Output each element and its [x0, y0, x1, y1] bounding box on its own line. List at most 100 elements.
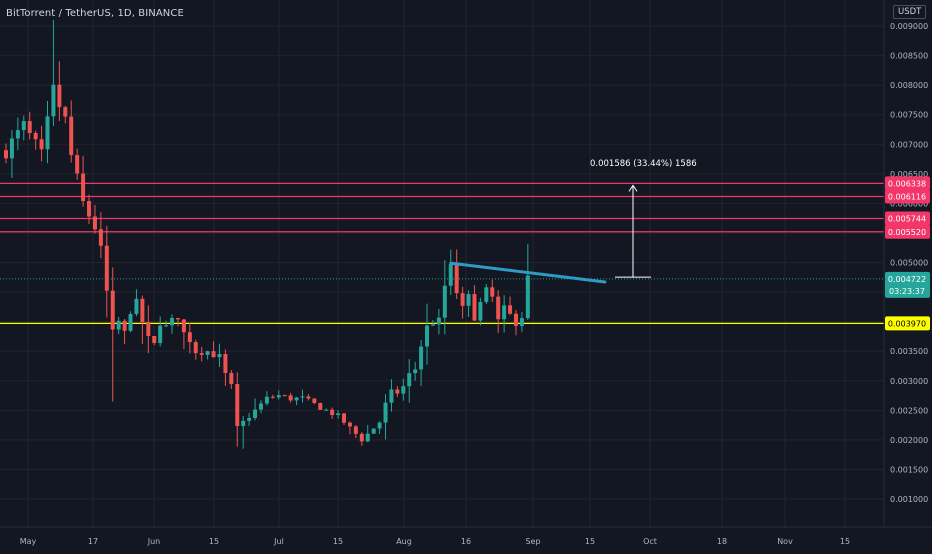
- candle-body: [170, 318, 175, 326]
- candle-body: [460, 293, 465, 306]
- price-tick-label: 0.003000: [890, 377, 928, 386]
- candle-body: [383, 402, 388, 423]
- candle-body: [519, 318, 524, 326]
- last-price-badge: [885, 271, 930, 298]
- currency-badge[interactable]: USDT: [893, 5, 927, 19]
- price-tick-label: 0.007500: [890, 111, 928, 120]
- candle-body: [104, 245, 109, 291]
- price-tick-label: 0.008000: [890, 81, 928, 90]
- candle-body: [152, 335, 157, 344]
- price-level-badge: [885, 316, 930, 331]
- price-tick-label: 0.008500: [890, 52, 928, 61]
- candle-body: [472, 294, 477, 321]
- candle-body: [87, 201, 92, 217]
- candle-body: [448, 264, 453, 286]
- candle-body: [199, 353, 204, 355]
- time-tick-label: 18: [717, 537, 727, 546]
- candle-body: [478, 301, 483, 321]
- candle-body: [229, 372, 234, 385]
- candle-body: [175, 318, 180, 320]
- horizontal-levels: [0, 182, 884, 324]
- candle-body: [110, 290, 115, 330]
- time-tick-label: Oct: [643, 537, 657, 546]
- measure-label: 0.001586 (33.44%) 1586: [590, 159, 697, 169]
- candle-body: [442, 285, 447, 318]
- countdown-label: 03:23:37: [889, 287, 925, 296]
- candle-body: [9, 138, 14, 159]
- candle-body: [223, 354, 228, 373]
- grid-layer: [0, 0, 884, 527]
- time-tick-label: 15: [840, 537, 850, 546]
- time-tick-label: Jun: [147, 537, 161, 546]
- price-level-badge: [885, 224, 930, 239]
- candle-body: [377, 422, 382, 429]
- candle-body: [490, 287, 495, 297]
- candle-body: [92, 216, 97, 230]
- candle-body: [502, 305, 507, 320]
- candle-body: [116, 320, 121, 330]
- candle-body: [413, 369, 418, 374]
- price-level-badge: [885, 176, 930, 191]
- price-labels: 0.006338 0.006116 0.005744 0.005520 0.003970…: [885, 176, 930, 331]
- candle-body: [187, 332, 192, 343]
- price-tick-label: 0.002500: [890, 406, 928, 415]
- candle-body: [205, 351, 210, 355]
- price-axis: 0.009000 0.008500 0.008000 0.007500 0.007000…: [890, 22, 928, 504]
- price-level-badge: [885, 211, 930, 226]
- candle-body: [57, 84, 62, 108]
- candle-body: [336, 413, 341, 415]
- time-tick-label: May: [20, 537, 37, 546]
- symbol-title[interactable]: BitTorrent / TetherUS, 1D, BINANCE: [6, 8, 184, 19]
- candle-body: [241, 420, 246, 427]
- candle-body: [63, 107, 68, 117]
- candle-body: [282, 395, 287, 397]
- candle-body: [294, 397, 299, 401]
- candle-body: [164, 325, 169, 327]
- candle-body: [318, 403, 323, 410]
- candle-body: [140, 298, 145, 323]
- candle-body: [33, 133, 38, 140]
- candle-body: [247, 417, 252, 421]
- candle-body: [466, 294, 471, 306]
- time-tick-label: 17: [88, 537, 98, 546]
- candle-body: [181, 319, 186, 333]
- price-level-label: 0.006116: [888, 193, 926, 202]
- time-tick-label: 15: [209, 537, 219, 546]
- candle-body: [300, 396, 305, 398]
- candle-body: [75, 155, 80, 174]
- candle-body: [330, 409, 335, 415]
- candles-layer: [4, 20, 530, 449]
- candle-body: [436, 317, 441, 325]
- candle-body: [258, 403, 263, 410]
- candle-body: [353, 426, 358, 434]
- candle-body: [51, 84, 56, 117]
- candle-body: [69, 116, 74, 156]
- price-level-badge: [885, 189, 930, 204]
- candle-body: [407, 373, 412, 387]
- candle-body: [270, 396, 275, 398]
- candle-body: [513, 313, 518, 326]
- candle-body: [193, 342, 198, 354]
- candle-body: [39, 139, 44, 150]
- candle-body: [253, 409, 258, 418]
- candle-body: [324, 409, 329, 411]
- time-tick-label: Nov: [777, 537, 793, 546]
- price-level-label: 0.006338: [888, 179, 926, 188]
- price-level-label: 0.005744: [888, 215, 926, 224]
- measure-arrow-head: [628, 184, 638, 192]
- time-tick-label: Jul: [273, 537, 284, 546]
- candle-body: [401, 386, 406, 394]
- candle-body: [217, 354, 222, 358]
- time-axis-panel[interactable]: [0, 527, 932, 550]
- candle-body: [359, 433, 364, 442]
- candle-body: [454, 264, 459, 294]
- candle-body: [342, 413, 347, 423]
- candle-body: [430, 324, 435, 326]
- candle-body: [525, 275, 530, 319]
- candle-body: [395, 389, 400, 394]
- price-level-label: 0.003970: [888, 319, 926, 328]
- candle-body: [211, 351, 216, 358]
- price-tick-label: 0.007000: [890, 140, 928, 149]
- candle-body: [306, 396, 311, 399]
